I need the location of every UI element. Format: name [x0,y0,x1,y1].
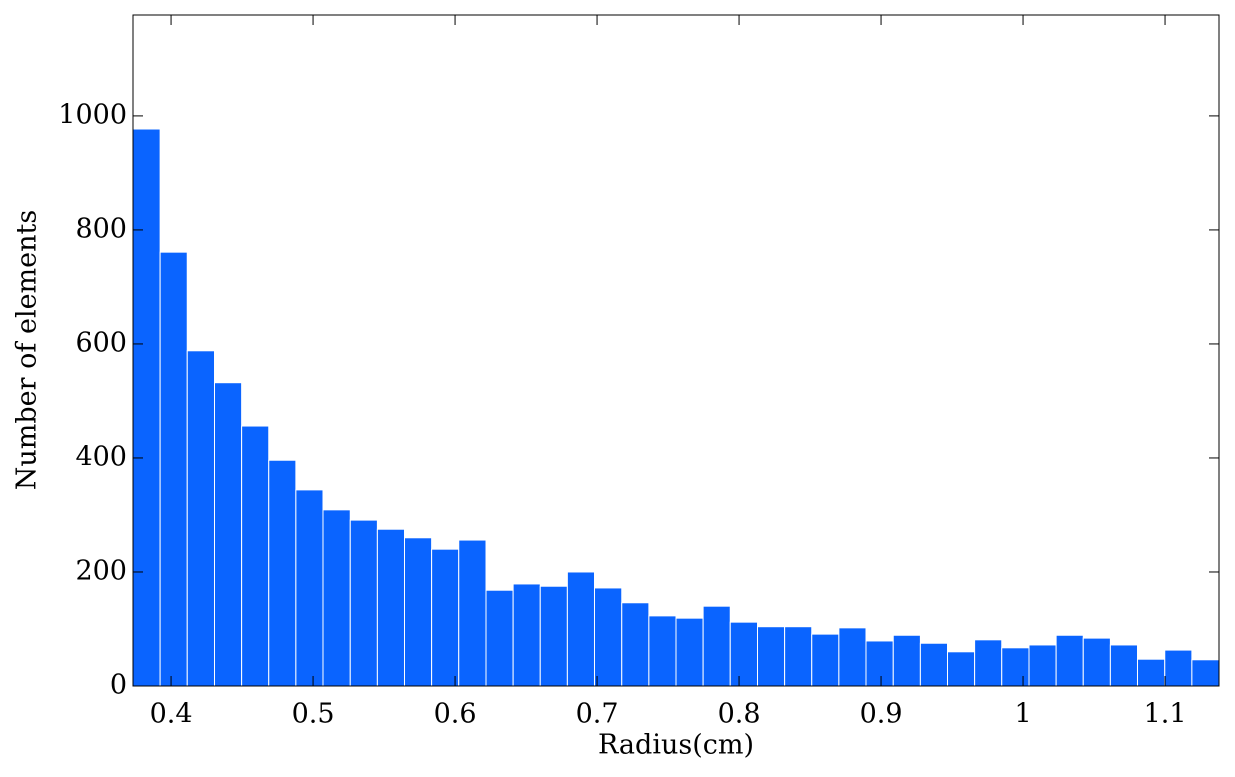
x-tick-label: 0.9 [860,699,903,730]
bar [1109,644,1138,687]
bar [919,642,949,687]
y-tick-label: 0 [110,670,127,701]
bar [1028,644,1057,687]
bar [539,585,568,687]
bar [838,627,867,687]
x-tick-label: 0.7 [576,699,619,730]
bar [431,548,460,687]
y-tick-label: 800 [75,213,127,244]
y-tick-label: 200 [75,555,127,586]
y-tick-label: 600 [75,327,127,358]
bar [593,587,623,687]
bar [404,537,433,687]
bar [757,626,786,687]
x-tick-label: 0.5 [292,699,335,730]
plot-frame [132,14,1220,687]
bar [811,633,840,687]
bar [675,617,704,687]
x-tick-label: 0.4 [150,699,193,730]
bar [241,425,270,687]
x-tick-label: 0.8 [718,699,761,730]
x-tick-label: 1 [1014,699,1031,730]
bar [485,589,514,687]
bar [566,571,595,687]
bar [268,459,297,687]
y-tick-label: 1000 [58,99,127,130]
bar [1136,658,1166,687]
x-axis-label: Radius(cm) [598,730,754,761]
bar [648,615,677,687]
bar [1055,634,1084,687]
bar [784,626,813,687]
bar [376,528,405,687]
x-tick-label: 0.6 [434,699,477,730]
x-tick-label: 1.1 [1144,699,1187,730]
bar [214,382,243,687]
bar [349,519,378,687]
bar [512,583,541,687]
bar [865,640,894,687]
bar [159,251,188,687]
bar [1001,647,1030,687]
bar [892,634,921,687]
bar [186,350,216,687]
y-tick-label: 400 [75,441,127,472]
bar [458,539,487,687]
bar [947,651,976,687]
bar [974,639,1003,687]
bar [132,128,161,687]
bar [1082,637,1111,687]
bar [295,489,324,687]
y-axis-label: Number of elements [12,210,43,490]
bar [1164,649,1193,687]
bar [322,509,351,687]
bar [702,605,731,687]
bar [621,602,650,687]
bar [729,621,759,687]
bar [1191,659,1220,687]
